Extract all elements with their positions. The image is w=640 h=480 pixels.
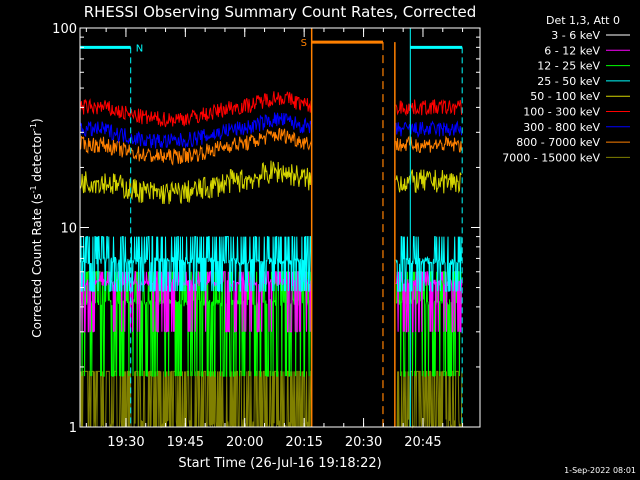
- legend-label: 800 - 7000 keV: [516, 136, 600, 149]
- y-axis-label: Corrected Count Rate (s-1 detector-1): [29, 118, 44, 337]
- series-800-7000-kev-seg-1: [395, 135, 463, 154]
- series-100-300-kev-seg-0: [79, 91, 313, 128]
- x-tick-label: 20:30: [345, 435, 382, 450]
- legend-label: 300 - 800 keV: [523, 121, 600, 134]
- chart-title: RHESSI Observing Summary Count Rates, Co…: [84, 3, 477, 21]
- axes: 1 10 100 19:30 19:45 20:00 20:15 20:30 20:45: [52, 22, 481, 450]
- legend: 3 - 6 keV 6 - 12 keV 12 - 25 keV 25 - 50 ke…: [502, 29, 630, 164]
- legend-header: Det 1,3, Att 0: [546, 14, 620, 27]
- series-300-800-kev-seg-0: [79, 112, 313, 149]
- legend-label: 7000 - 15000 keV: [502, 151, 600, 164]
- y-tick-label: 1: [69, 421, 77, 436]
- legend-label: 25 - 50 keV: [537, 75, 600, 88]
- x-tick-label: 20:15: [285, 435, 322, 450]
- y-axis-label-mid: detector: [30, 131, 44, 186]
- series-300-800-kev-seg-1: [395, 120, 463, 139]
- series-25-50-kev-seg-0: [79, 236, 312, 292]
- night-flag-label: N: [136, 43, 143, 54]
- y-tick-label: 10: [60, 222, 77, 237]
- series-50-100-kev-seg-1: [395, 169, 462, 194]
- y-tick-label: 100: [52, 22, 77, 37]
- saa-flag-label: S: [301, 38, 307, 49]
- legend-label: 3 - 6 keV: [551, 29, 600, 42]
- x-tick-label: 19:30: [107, 435, 144, 450]
- y-axis-label-exp1: -1: [29, 185, 38, 193]
- legend-label: 6 - 12 keV: [544, 44, 600, 57]
- x-tick-label: 20:45: [404, 435, 441, 450]
- legend-label: 100 - 300 keV: [523, 106, 600, 119]
- y-axis-label-end: ): [30, 118, 44, 123]
- y-axis-label-main: Corrected Count Rate (s: [30, 193, 44, 337]
- footer-date: 1-Sep-2022 08:01: [564, 466, 636, 475]
- legend-label: 50 - 100 keV: [530, 90, 600, 103]
- x-tick-label: 20:00: [226, 435, 263, 450]
- legend-label: 12 - 25 keV: [537, 60, 600, 73]
- y-axis-label-exp2: -1: [29, 123, 38, 131]
- series-25-50-kev-seg-1: [395, 236, 463, 292]
- series-100-300-kev-seg-1: [395, 99, 463, 117]
- series-50-100-kev-seg-0: [79, 160, 313, 205]
- series-7000-15000-kev-seg-1: [396, 370, 463, 429]
- x-tick-label: 19:45: [167, 435, 204, 450]
- x-axis-label: Start Time (26-Jul-16 19:18:22): [178, 456, 381, 471]
